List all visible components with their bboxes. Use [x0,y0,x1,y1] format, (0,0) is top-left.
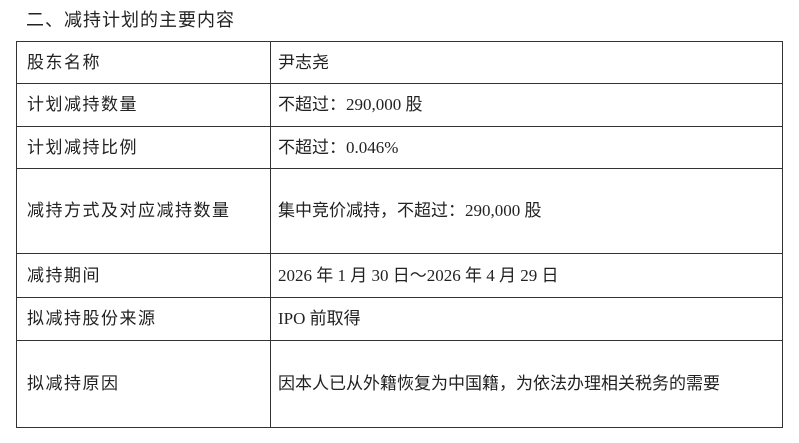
row-value: 尹志尧 [270,41,783,84]
row-value: 集中竞价减持，不超过：290,000 股 [270,168,783,254]
row-label: 减持期间 [16,253,271,298]
table-row: 拟减持原因 因本人已从外籍恢复为中国籍，为依法办理相关税务的需要 [16,340,783,428]
table-row: 股东名称 尹志尧 [16,41,783,84]
row-label: 股东名称 [16,41,271,84]
row-label: 计划减持比例 [16,126,271,169]
row-value: 因本人已从外籍恢复为中国籍，为依法办理相关税务的需要 [270,340,783,428]
table-row: 拟减持股份来源 IPO 前取得 [16,297,783,341]
row-value: 2026 年 1 月 30 日～2026 年 4 月 29 日 [270,253,783,298]
row-label: 拟减持原因 [16,340,271,428]
row-label: 减持方式及对应减持数量 [16,168,271,254]
table-row: 计划减持比例 不超过：0.046% [16,126,783,169]
row-value: 不超过：0.046% [270,126,783,169]
row-label: 计划减持数量 [16,83,271,127]
table-row: 减持方式及对应减持数量 集中竞价减持，不超过：290,000 股 [16,168,783,254]
reduction-plan-table: 股东名称 尹志尧 计划减持数量 不超过：290,000 股 计划减持比例 不超过… [16,41,783,428]
row-value: IPO 前取得 [270,297,783,341]
table-row: 计划减持数量 不超过：290,000 股 [16,83,783,127]
row-value: 不超过：290,000 股 [270,83,783,127]
section-title: 二、减持计划的主要内容 [26,10,235,30]
table-row: 减持期间 2026 年 1 月 30 日～2026 年 4 月 29 日 [16,253,783,298]
row-label: 拟减持股份来源 [16,297,271,341]
